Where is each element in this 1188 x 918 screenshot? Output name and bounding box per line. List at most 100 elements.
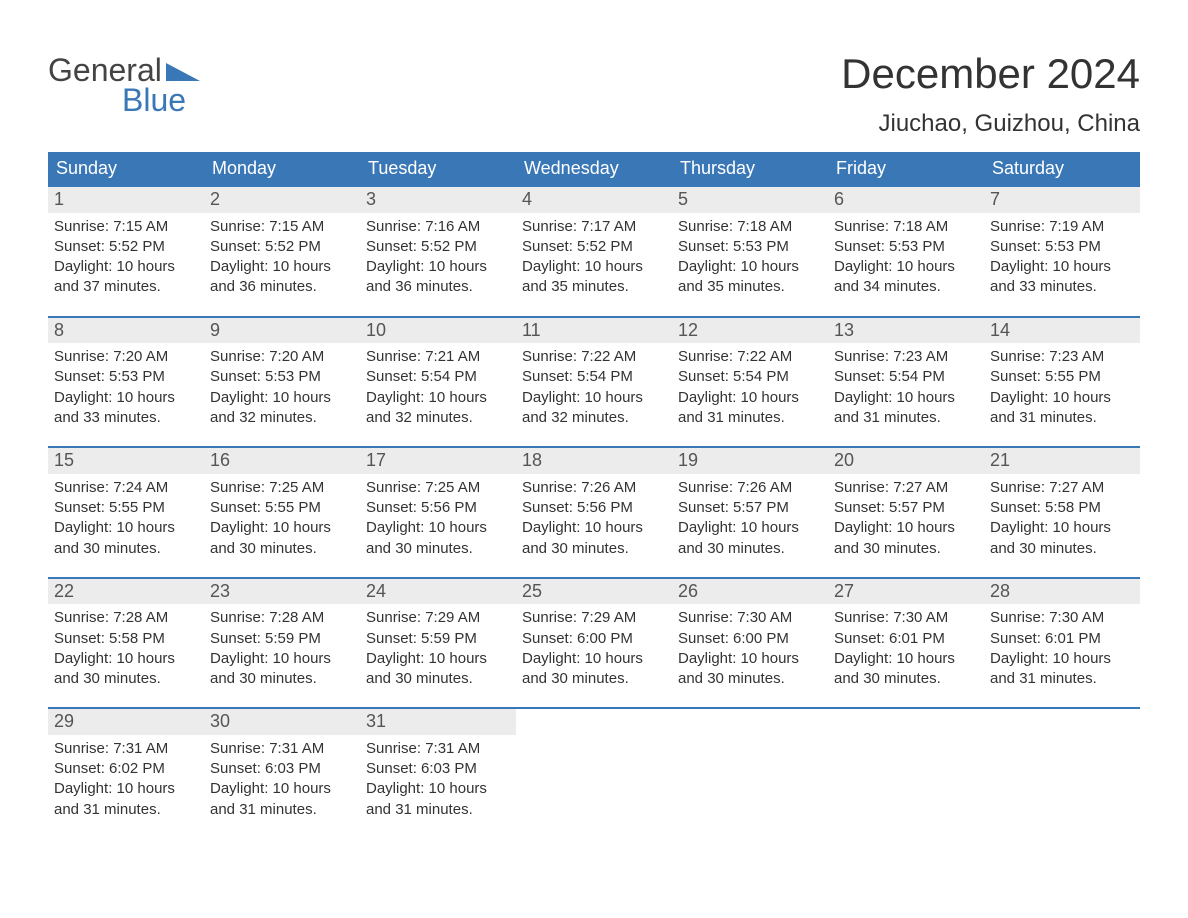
daylight-text: Daylight: 10 hours (522, 649, 666, 669)
day-number: 28 (984, 579, 1140, 605)
sunset-text: Sunset: 5:55 PM (990, 367, 1134, 387)
day-details: Sunrise: 7:25 AMSunset: 5:56 PMDaylight:… (360, 474, 516, 559)
sunset-text: Sunset: 5:59 PM (210, 629, 354, 649)
day-details: Sunrise: 7:23 AMSunset: 5:54 PMDaylight:… (828, 343, 984, 428)
day-cell: 5Sunrise: 7:18 AMSunset: 5:53 PMDaylight… (672, 187, 828, 298)
daylight-text: Daylight: 10 hours (990, 518, 1134, 538)
day-details: Sunrise: 7:27 AMSunset: 5:57 PMDaylight:… (828, 474, 984, 559)
sunset-text: Sunset: 5:53 PM (834, 237, 978, 257)
daylight-text: Daylight: 10 hours (54, 257, 198, 277)
daylight-text: and 30 minutes. (366, 669, 510, 689)
sunrise-text: Sunrise: 7:25 AM (210, 478, 354, 498)
day-number: 30 (204, 709, 360, 735)
sunset-text: Sunset: 6:01 PM (990, 629, 1134, 649)
day-details: Sunrise: 7:25 AMSunset: 5:55 PMDaylight:… (204, 474, 360, 559)
daylight-text: and 30 minutes. (210, 539, 354, 559)
day-number: 29 (48, 709, 204, 735)
daylight-text: and 30 minutes. (678, 539, 822, 559)
daylight-text: Daylight: 10 hours (834, 257, 978, 277)
sunset-text: Sunset: 5:53 PM (210, 367, 354, 387)
daylight-text: and 31 minutes. (990, 408, 1134, 428)
day-number: 1 (48, 187, 204, 213)
sunrise-text: Sunrise: 7:28 AM (54, 608, 198, 628)
day-cell: 3Sunrise: 7:16 AMSunset: 5:52 PMDaylight… (360, 187, 516, 298)
daylight-text: and 30 minutes. (522, 669, 666, 689)
day-cell: 24Sunrise: 7:29 AMSunset: 5:59 PMDayligh… (360, 579, 516, 690)
daylight-text: and 32 minutes. (366, 408, 510, 428)
sunset-text: Sunset: 5:52 PM (210, 237, 354, 257)
weekday-header: Monday (204, 152, 360, 185)
day-number: 26 (672, 579, 828, 605)
day-details: Sunrise: 7:31 AMSunset: 6:02 PMDaylight:… (48, 735, 204, 820)
day-details: Sunrise: 7:19 AMSunset: 5:53 PMDaylight:… (984, 213, 1140, 298)
sunset-text: Sunset: 6:03 PM (366, 759, 510, 779)
day-cell: 31Sunrise: 7:31 AMSunset: 6:03 PMDayligh… (360, 709, 516, 820)
day-number: 11 (516, 318, 672, 344)
sunrise-text: Sunrise: 7:15 AM (210, 217, 354, 237)
calendar-weeks: 1Sunrise: 7:15 AMSunset: 5:52 PMDaylight… (48, 185, 1140, 820)
day-number: 8 (48, 318, 204, 344)
sunrise-text: Sunrise: 7:30 AM (834, 608, 978, 628)
week-row: 1Sunrise: 7:15 AMSunset: 5:52 PMDaylight… (48, 185, 1140, 298)
brand-name-bottom: Blue (122, 84, 200, 116)
daylight-text: and 30 minutes. (54, 669, 198, 689)
daylight-text: Daylight: 10 hours (366, 257, 510, 277)
day-details: Sunrise: 7:30 AMSunset: 6:01 PMDaylight:… (828, 604, 984, 689)
sunrise-text: Sunrise: 7:26 AM (522, 478, 666, 498)
calendar: SundayMondayTuesdayWednesdayThursdayFrid… (48, 152, 1140, 820)
day-number: 31 (360, 709, 516, 735)
sunset-text: Sunset: 5:53 PM (990, 237, 1134, 257)
day-number: 17 (360, 448, 516, 474)
day-details: Sunrise: 7:18 AMSunset: 5:53 PMDaylight:… (828, 213, 984, 298)
weekday-header-row: SundayMondayTuesdayWednesdayThursdayFrid… (48, 152, 1140, 185)
day-details: Sunrise: 7:15 AMSunset: 5:52 PMDaylight:… (48, 213, 204, 298)
title-block: December 2024 Jiuchao, Guizhou, China (841, 30, 1140, 146)
daylight-text: and 36 minutes. (210, 277, 354, 297)
day-number: 2 (204, 187, 360, 213)
daylight-text: Daylight: 10 hours (990, 649, 1134, 669)
daylight-text: Daylight: 10 hours (678, 649, 822, 669)
day-details: Sunrise: 7:27 AMSunset: 5:58 PMDaylight:… (984, 474, 1140, 559)
daylight-text: Daylight: 10 hours (366, 779, 510, 799)
sunrise-text: Sunrise: 7:20 AM (54, 347, 198, 367)
day-number: 7 (984, 187, 1140, 213)
day-number: 14 (984, 318, 1140, 344)
daylight-text: and 34 minutes. (834, 277, 978, 297)
sunrise-text: Sunrise: 7:21 AM (366, 347, 510, 367)
day-cell: 20Sunrise: 7:27 AMSunset: 5:57 PMDayligh… (828, 448, 984, 559)
daylight-text: Daylight: 10 hours (366, 518, 510, 538)
daylight-text: Daylight: 10 hours (54, 388, 198, 408)
sunset-text: Sunset: 6:02 PM (54, 759, 198, 779)
day-number: 6 (828, 187, 984, 213)
day-cell: 23Sunrise: 7:28 AMSunset: 5:59 PMDayligh… (204, 579, 360, 690)
sunset-text: Sunset: 5:55 PM (210, 498, 354, 518)
weekday-header: Sunday (48, 152, 204, 185)
sunset-text: Sunset: 5:53 PM (54, 367, 198, 387)
sunrise-text: Sunrise: 7:15 AM (54, 217, 198, 237)
daylight-text: and 30 minutes. (834, 539, 978, 559)
daylight-text: and 30 minutes. (366, 539, 510, 559)
month-title: December 2024 (841, 50, 1140, 98)
daylight-text: Daylight: 10 hours (366, 388, 510, 408)
weekday-header: Friday (828, 152, 984, 185)
sunset-text: Sunset: 5:52 PM (522, 237, 666, 257)
sunset-text: Sunset: 6:00 PM (678, 629, 822, 649)
daylight-text: Daylight: 10 hours (210, 257, 354, 277)
day-details: Sunrise: 7:24 AMSunset: 5:55 PMDaylight:… (48, 474, 204, 559)
day-cell: 15Sunrise: 7:24 AMSunset: 5:55 PMDayligh… (48, 448, 204, 559)
day-number: 24 (360, 579, 516, 605)
daylight-text: and 30 minutes. (210, 669, 354, 689)
day-cell: 12Sunrise: 7:22 AMSunset: 5:54 PMDayligh… (672, 318, 828, 429)
weekday-header: Wednesday (516, 152, 672, 185)
sunset-text: Sunset: 5:56 PM (522, 498, 666, 518)
day-cell: 6Sunrise: 7:18 AMSunset: 5:53 PMDaylight… (828, 187, 984, 298)
day-cell: 9Sunrise: 7:20 AMSunset: 5:53 PMDaylight… (204, 318, 360, 429)
daylight-text: and 31 minutes. (990, 669, 1134, 689)
sunset-text: Sunset: 5:56 PM (366, 498, 510, 518)
daylight-text: Daylight: 10 hours (54, 779, 198, 799)
header: General Blue December 2024 Jiuchao, Guiz… (48, 30, 1140, 146)
day-cell: 14Sunrise: 7:23 AMSunset: 5:55 PMDayligh… (984, 318, 1140, 429)
day-details: Sunrise: 7:29 AMSunset: 6:00 PMDaylight:… (516, 604, 672, 689)
sunset-text: Sunset: 5:58 PM (990, 498, 1134, 518)
day-cell: 17Sunrise: 7:25 AMSunset: 5:56 PMDayligh… (360, 448, 516, 559)
